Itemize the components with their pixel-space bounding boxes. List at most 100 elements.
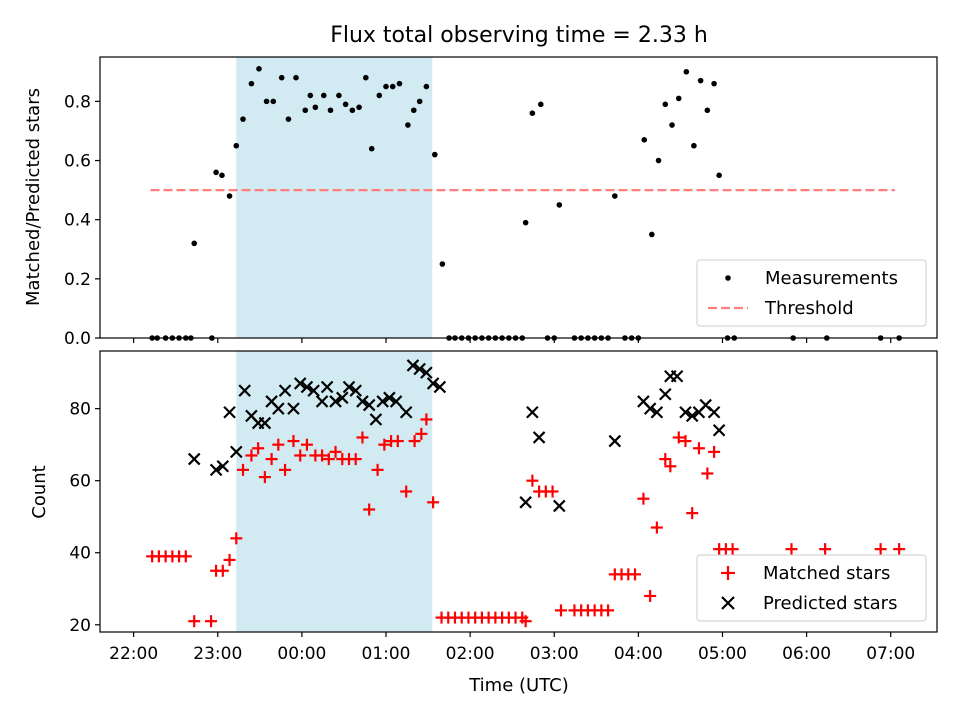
x-tick-label: 07:00 [866, 644, 915, 664]
matched-star-point [526, 474, 539, 487]
matched-star-point [300, 438, 313, 451]
predicted-star-point [685, 409, 699, 423]
matched-star-point [420, 413, 433, 426]
matched-star-point [316, 449, 329, 462]
measurement-point [307, 92, 314, 99]
matched-star-point [519, 615, 532, 628]
top-y-axis: 0.0 0.2 0.4 0.6 0.8 [64, 92, 100, 349]
predicted-star-point [399, 405, 413, 419]
measurement-point [342, 101, 349, 108]
measurement-point [320, 92, 327, 99]
matched-star-point [237, 463, 250, 476]
matched-star-point [692, 442, 705, 455]
predicted-star-point [223, 405, 236, 419]
bottom-y-axis: 20 40 60 80 [69, 400, 100, 636]
legend-matched-stars: Matched stars [763, 563, 890, 584]
matched-star-point [279, 463, 292, 476]
figure-title: Flux total observing time = 2.33 h [330, 23, 708, 48]
predicted-star-point [707, 405, 721, 419]
matched-star-point [408, 435, 421, 448]
bottom-y-axis-label: Count [29, 465, 50, 518]
measurement-point [423, 83, 430, 90]
predicted-star-point [406, 359, 420, 372]
top-panel: 0.00.20.40.60.8 Matched/Predicted stars … [23, 56, 938, 349]
measurement-point [537, 101, 544, 108]
matched-star-point [785, 543, 798, 556]
matched-star-point [322, 453, 335, 466]
top-y-tick-label: 0.8 [64, 92, 91, 112]
measurement-point [396, 80, 403, 87]
matched-star-point [701, 467, 714, 480]
measurement-point [336, 92, 342, 99]
matched-star-point [644, 589, 657, 602]
matched-star-point [230, 532, 243, 545]
measurement-point [529, 110, 536, 116]
predicted-star-point [643, 402, 657, 415]
measurement-point [410, 107, 417, 114]
measurement-point [612, 193, 618, 199]
matched-star-point [659, 453, 672, 466]
x-tick-label: 00:00 [277, 644, 326, 664]
predicted-star-point [376, 395, 389, 408]
matched-star-point [205, 615, 218, 628]
matched-stars-legend-marker [721, 566, 735, 580]
matched-star-point [629, 568, 642, 581]
predicted-star-point [532, 431, 546, 444]
matched-star-point [686, 507, 699, 520]
measurement-point [432, 151, 438, 158]
top-plot-frame [99, 56, 938, 339]
matched-star-point [391, 435, 404, 448]
matched-star-point [294, 449, 307, 462]
predicted-star-point [216, 460, 230, 473]
measurement-point [240, 116, 246, 122]
predicted-star-point [526, 405, 539, 419]
predicted-star-point [349, 384, 363, 397]
measurement-point [389, 83, 396, 90]
measurement-point [356, 104, 362, 111]
measurement-point [439, 261, 446, 267]
x-tick-label: 04:00 [614, 644, 663, 664]
predicted-stars-legend-marker [721, 596, 735, 610]
x-tick-label: 06:00 [782, 644, 831, 664]
matched-star-point [546, 485, 559, 498]
matched-star-point [672, 431, 685, 444]
matched-star-point [400, 485, 413, 498]
top-y-axis-label: Matched/Predicted stars [23, 88, 44, 306]
measurement-point [641, 137, 648, 143]
matched-star-point [554, 604, 567, 617]
measurement-point [293, 74, 299, 81]
predicted-star-point [342, 380, 356, 394]
predicted-star-point [679, 405, 692, 419]
matched-star-point [258, 471, 271, 484]
measurement-point [226, 193, 233, 199]
top-shaded-region [236, 57, 433, 338]
matched-star-point [188, 615, 201, 628]
measurement-point [556, 202, 563, 208]
predicted-star-point [258, 416, 272, 430]
matched-star-point [371, 463, 384, 476]
measurement-point [649, 231, 655, 238]
x-tick-label: 02:00 [446, 644, 495, 664]
x-axis-label: Time (UTC) [468, 675, 569, 696]
matched-star-point [287, 435, 300, 448]
predicted-star-point [608, 434, 622, 448]
predicted-star-point [293, 377, 307, 390]
top-y-tick-label: 0.0 [64, 329, 91, 349]
matched-star-point [223, 553, 236, 566]
matched-star-point [252, 442, 265, 455]
measurement-point [697, 77, 704, 84]
measurements-legend-marker [725, 275, 731, 281]
predicted-star-point [389, 395, 403, 408]
measurement-point [302, 107, 309, 114]
measurement-point [368, 145, 375, 152]
matched-star-point [415, 427, 428, 440]
predicted-star-point [329, 395, 342, 408]
predicted-star-point [187, 452, 201, 466]
predicted-star-point [335, 391, 349, 405]
predicted-star-point [670, 369, 684, 383]
predicted-star-point [272, 402, 285, 415]
predicted-star-point [287, 402, 300, 415]
predicted-star-point [362, 398, 376, 412]
predicted-star-point [209, 463, 223, 477]
measurement-point [522, 219, 529, 226]
